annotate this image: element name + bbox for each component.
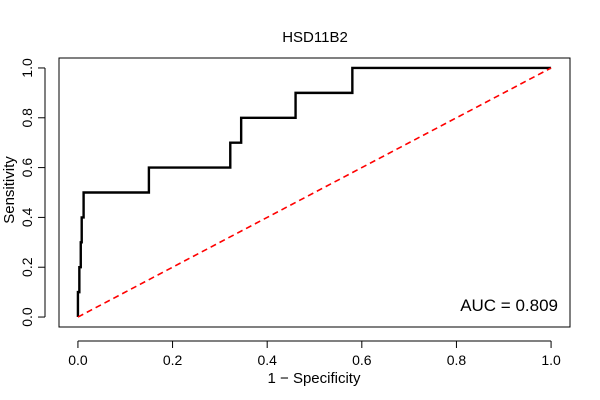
chart-title: HSD11B2	[282, 29, 348, 46]
auc-annotation: AUC = 0.809	[460, 296, 558, 315]
diagonal-reference-line	[77, 67, 552, 318]
y-tick-label: 0.0	[19, 307, 35, 327]
x-axis-label: 1 − Specificity	[268, 370, 361, 387]
x-tick-label: 0.6	[352, 352, 372, 368]
x-tick-label: 0.8	[447, 352, 467, 368]
plot-area: 0.0 0.2 0.4 0.6 0.8 1.0 0.0 0.2 0.4 0.6 0.8 1.0	[19, 57, 571, 368]
y-tick-label: 1.0	[19, 58, 35, 78]
y-tick-label: 0.6	[19, 158, 35, 178]
y-tick-label: 0.2	[19, 257, 35, 277]
roc-curve	[76, 66, 552, 318]
y-tick-label: 0.4	[19, 207, 35, 227]
plot-frame	[58, 57, 571, 328]
x-tick-label: 0.2	[163, 352, 183, 368]
x-tick-label: 1.0	[541, 352, 561, 368]
y-axis-label: Sensitivity	[1, 156, 18, 224]
x-tick-label: 0.0	[68, 352, 88, 368]
y-tick-label: 0.8	[19, 108, 35, 128]
x-tick-label: 0.4	[257, 352, 277, 368]
